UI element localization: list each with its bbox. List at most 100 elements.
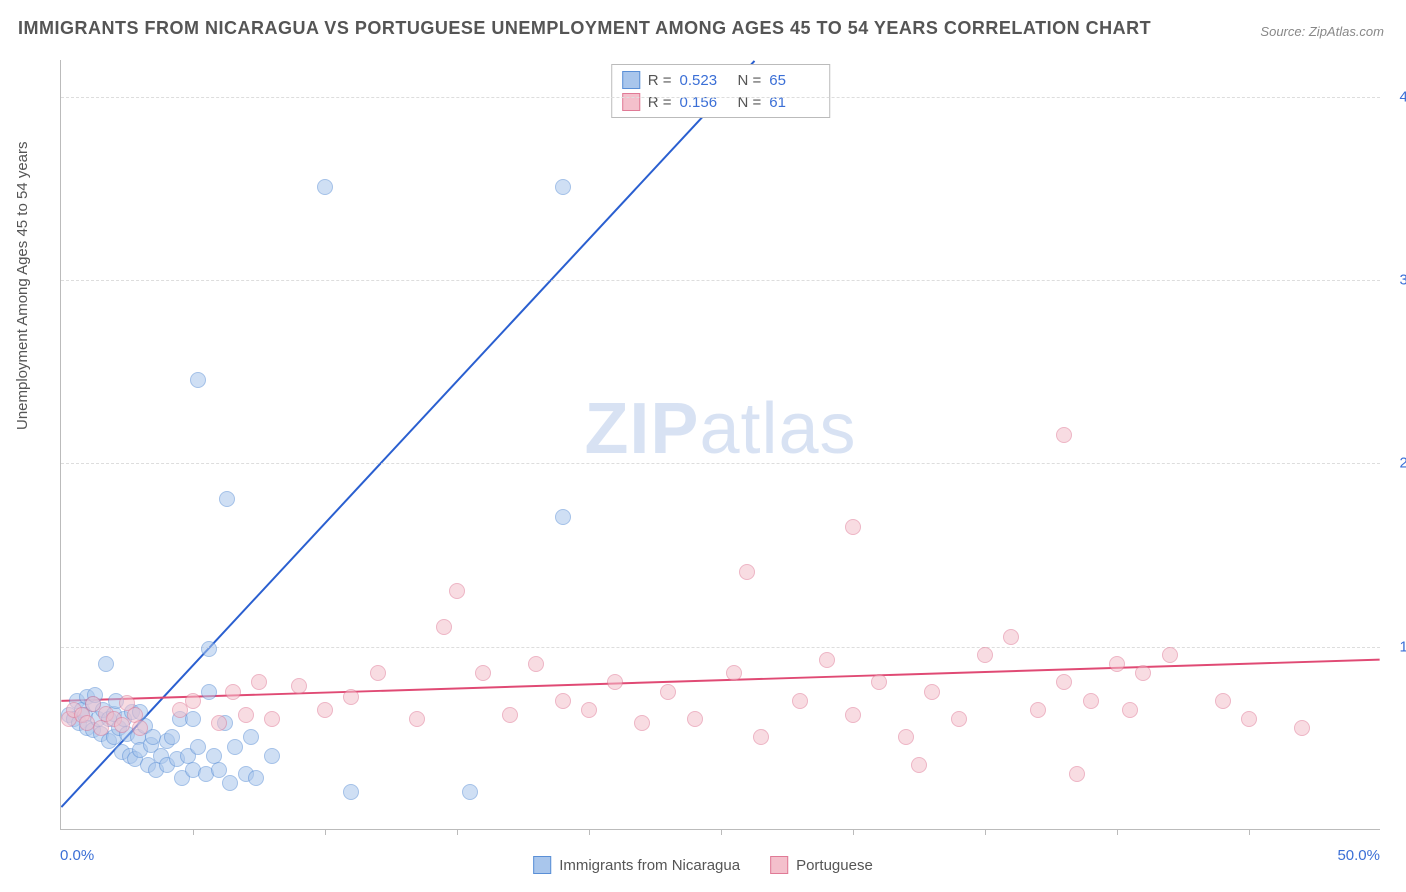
portuguese-point <box>1109 656 1125 672</box>
portuguese-point <box>502 707 518 723</box>
nicaragua-point <box>264 748 280 764</box>
x-tick-mark <box>457 829 458 835</box>
nicaragua-point <box>164 729 180 745</box>
portuguese-point <box>1056 674 1072 690</box>
nicaragua-point <box>201 641 217 657</box>
portuguese-point <box>581 702 597 718</box>
portuguese-point <box>449 583 465 599</box>
portuguese-point <box>291 678 307 694</box>
x-tick-mark <box>1117 829 1118 835</box>
gridline <box>61 463 1380 464</box>
portuguese-point <box>1135 665 1151 681</box>
legend-stat-row-portuguese: R =0.156N =61 <box>622 91 820 113</box>
portuguese-point <box>528 656 544 672</box>
portuguese-point <box>1215 693 1231 709</box>
portuguese-point <box>1056 427 1072 443</box>
portuguese-swatch <box>770 856 788 874</box>
portuguese-point <box>1083 693 1099 709</box>
nicaragua-point <box>206 748 222 764</box>
portuguese-point <box>753 729 769 745</box>
x-tick-mark <box>589 829 590 835</box>
nicaragua-point <box>343 784 359 800</box>
nicaragua-point <box>243 729 259 745</box>
y-tick-label: 40.0% <box>1387 88 1406 105</box>
portuguese-point <box>660 684 676 700</box>
legend-stat-row-nicaragua: R = 0.523 N = 65 <box>622 69 820 91</box>
portuguese-point <box>607 674 623 690</box>
nicaragua-swatch <box>622 71 640 89</box>
x-axis-max-label: 50.0% <box>1337 847 1380 864</box>
portuguese-point <box>251 674 267 690</box>
portuguese-point <box>845 519 861 535</box>
portuguese-point <box>225 684 241 700</box>
nicaragua-trendline-solid <box>61 98 720 807</box>
portuguese-point <box>211 715 227 731</box>
nicaragua-point <box>317 179 333 195</box>
gridline <box>61 647 1380 648</box>
gridline <box>61 97 1380 98</box>
portuguese-point <box>475 665 491 681</box>
portuguese-point <box>343 689 359 705</box>
r-label: R = <box>648 72 672 89</box>
portuguese-point <box>317 702 333 718</box>
portuguese-point <box>739 564 755 580</box>
portuguese-point <box>898 729 914 745</box>
watermark: ZIPatlas <box>584 388 856 470</box>
nicaragua-point <box>222 775 238 791</box>
portuguese-point <box>238 707 254 723</box>
portuguese-point <box>1003 629 1019 645</box>
y-axis-label: Unemployment Among Ages 45 to 54 years <box>14 141 31 430</box>
portuguese-point <box>1241 711 1257 727</box>
watermark-zip: ZIP <box>584 389 699 469</box>
nicaragua-swatch <box>533 856 551 874</box>
portuguese-point <box>370 665 386 681</box>
x-tick-mark <box>721 829 722 835</box>
nicaragua-n-value: 65 <box>769 72 819 89</box>
nicaragua-point <box>227 739 243 755</box>
portuguese-point <box>1162 647 1178 663</box>
portuguese-point <box>1122 702 1138 718</box>
portuguese-point <box>132 720 148 736</box>
portuguese-point <box>1294 720 1310 736</box>
nicaragua-point <box>219 491 235 507</box>
portuguese-point <box>911 757 927 773</box>
nicaragua-point <box>248 770 264 786</box>
nicaragua-point <box>185 711 201 727</box>
source-credit: Source: ZipAtlas.com <box>1260 24 1384 39</box>
n-label: N = <box>738 72 762 89</box>
portuguese-point <box>977 647 993 663</box>
gridline <box>61 280 1380 281</box>
portuguese-point <box>185 693 201 709</box>
y-tick-label: 30.0% <box>1387 272 1406 289</box>
y-tick-label: 10.0% <box>1387 638 1406 655</box>
portuguese-point <box>264 711 280 727</box>
source-value: ZipAtlas.com <box>1309 24 1384 39</box>
portuguese-legend-label: Portuguese <box>796 857 873 874</box>
nicaragua-point <box>462 784 478 800</box>
portuguese-point <box>409 711 425 727</box>
nicaragua-point <box>555 179 571 195</box>
portuguese-point <box>555 693 571 709</box>
portuguese-point <box>792 693 808 709</box>
portuguese-point <box>845 707 861 723</box>
x-tick-mark <box>853 829 854 835</box>
nicaragua-point <box>555 509 571 525</box>
portuguese-point <box>924 684 940 700</box>
x-axis-min-label: 0.0% <box>60 847 94 864</box>
legend-series: Immigrants from Nicaragua Portuguese <box>533 856 873 874</box>
portuguese-point <box>871 674 887 690</box>
nicaragua-point <box>201 684 217 700</box>
chart-title: IMMIGRANTS FROM NICARAGUA VS PORTUGUESE … <box>18 18 1151 39</box>
portuguese-point <box>687 711 703 727</box>
x-tick-mark <box>985 829 986 835</box>
nicaragua-legend-label: Immigrants from Nicaragua <box>559 857 740 874</box>
nicaragua-point <box>98 656 114 672</box>
portuguese-point <box>726 665 742 681</box>
portuguese-point <box>1030 702 1046 718</box>
portuguese-point <box>951 711 967 727</box>
x-tick-mark <box>1249 829 1250 835</box>
legend-correlation-box: R = 0.523 N = 65 R =0.156N =61 <box>611 64 831 118</box>
legend-item-nicaragua: Immigrants from Nicaragua <box>533 856 740 874</box>
nicaragua-r-value: 0.523 <box>680 72 730 89</box>
nicaragua-point <box>190 739 206 755</box>
